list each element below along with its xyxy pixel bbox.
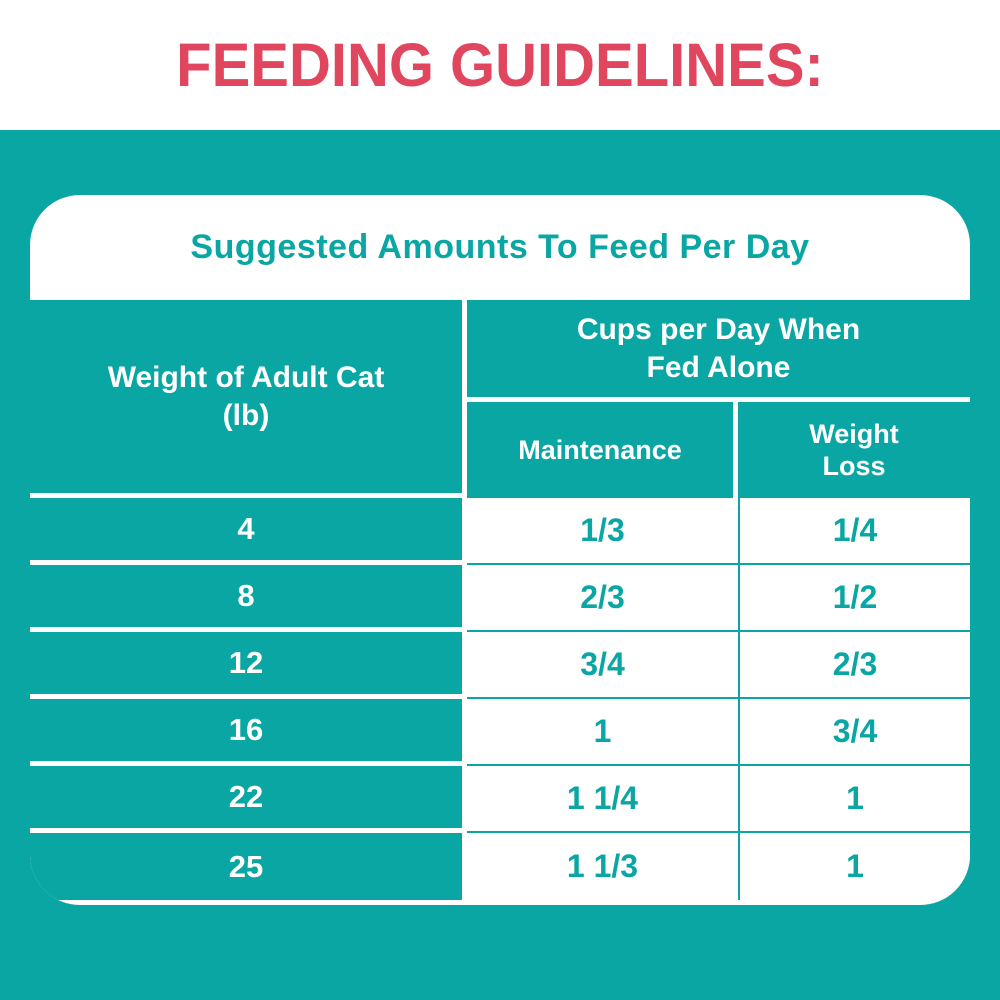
weight-column-header: Weight of Adult Cat (lb) [30, 300, 467, 498]
weight-loss-header-line2: Loss [822, 451, 886, 481]
weight-loss-cell: 1/4 [738, 498, 970, 565]
feeding-table-card: Suggested Amounts To Feed Per Day Weight… [30, 195, 970, 905]
maintenance-cell: 2/3 [467, 565, 738, 632]
weight-cell: 12 [30, 632, 467, 699]
weight-loss-column-header: Weight Loss [738, 402, 970, 498]
weight-header-line1: Weight of Adult Cat [107, 361, 385, 394]
weight-loss-cell: 1 [738, 833, 970, 900]
maintenance-column-header: Maintenance [467, 402, 738, 498]
weight-loss-cell: 2/3 [738, 632, 970, 699]
weight-loss-cell: 1 [738, 766, 970, 833]
weight-loss-header-line1: Weight [809, 418, 899, 449]
maintenance-cell: 1 [467, 699, 738, 766]
weight-loss-cell: 3/4 [738, 699, 970, 766]
weight-cell: 4 [30, 498, 467, 565]
maintenance-cell: 1/3 [467, 498, 738, 565]
page-title: FEEDING GUIDELINES: [176, 30, 824, 100]
cups-header-line2: Fed Alone [646, 350, 791, 384]
weight-cell: 25 [30, 833, 467, 900]
weight-cell: 16 [30, 699, 467, 766]
weight-header-line2: (lb) [222, 398, 270, 432]
cups-header-line1: Cups per Day When [576, 313, 861, 346]
maintenance-cell: 3/4 [467, 632, 738, 699]
card-title: Suggested Amounts To Feed Per Day [190, 228, 810, 266]
feeding-table: Weight of Adult Cat (lb) Cups per Day Wh… [30, 300, 970, 900]
maintenance-cell: 1 1/4 [467, 766, 738, 833]
weight-cell: 22 [30, 766, 467, 833]
top-band: FEEDING GUIDELINES: [0, 0, 1000, 130]
weight-loss-cell: 1/2 [738, 565, 970, 632]
weight-cell: 8 [30, 565, 467, 632]
maintenance-cell: 1 1/3 [467, 833, 738, 900]
cups-per-day-header: Cups per Day When Fed Alone [467, 300, 970, 402]
